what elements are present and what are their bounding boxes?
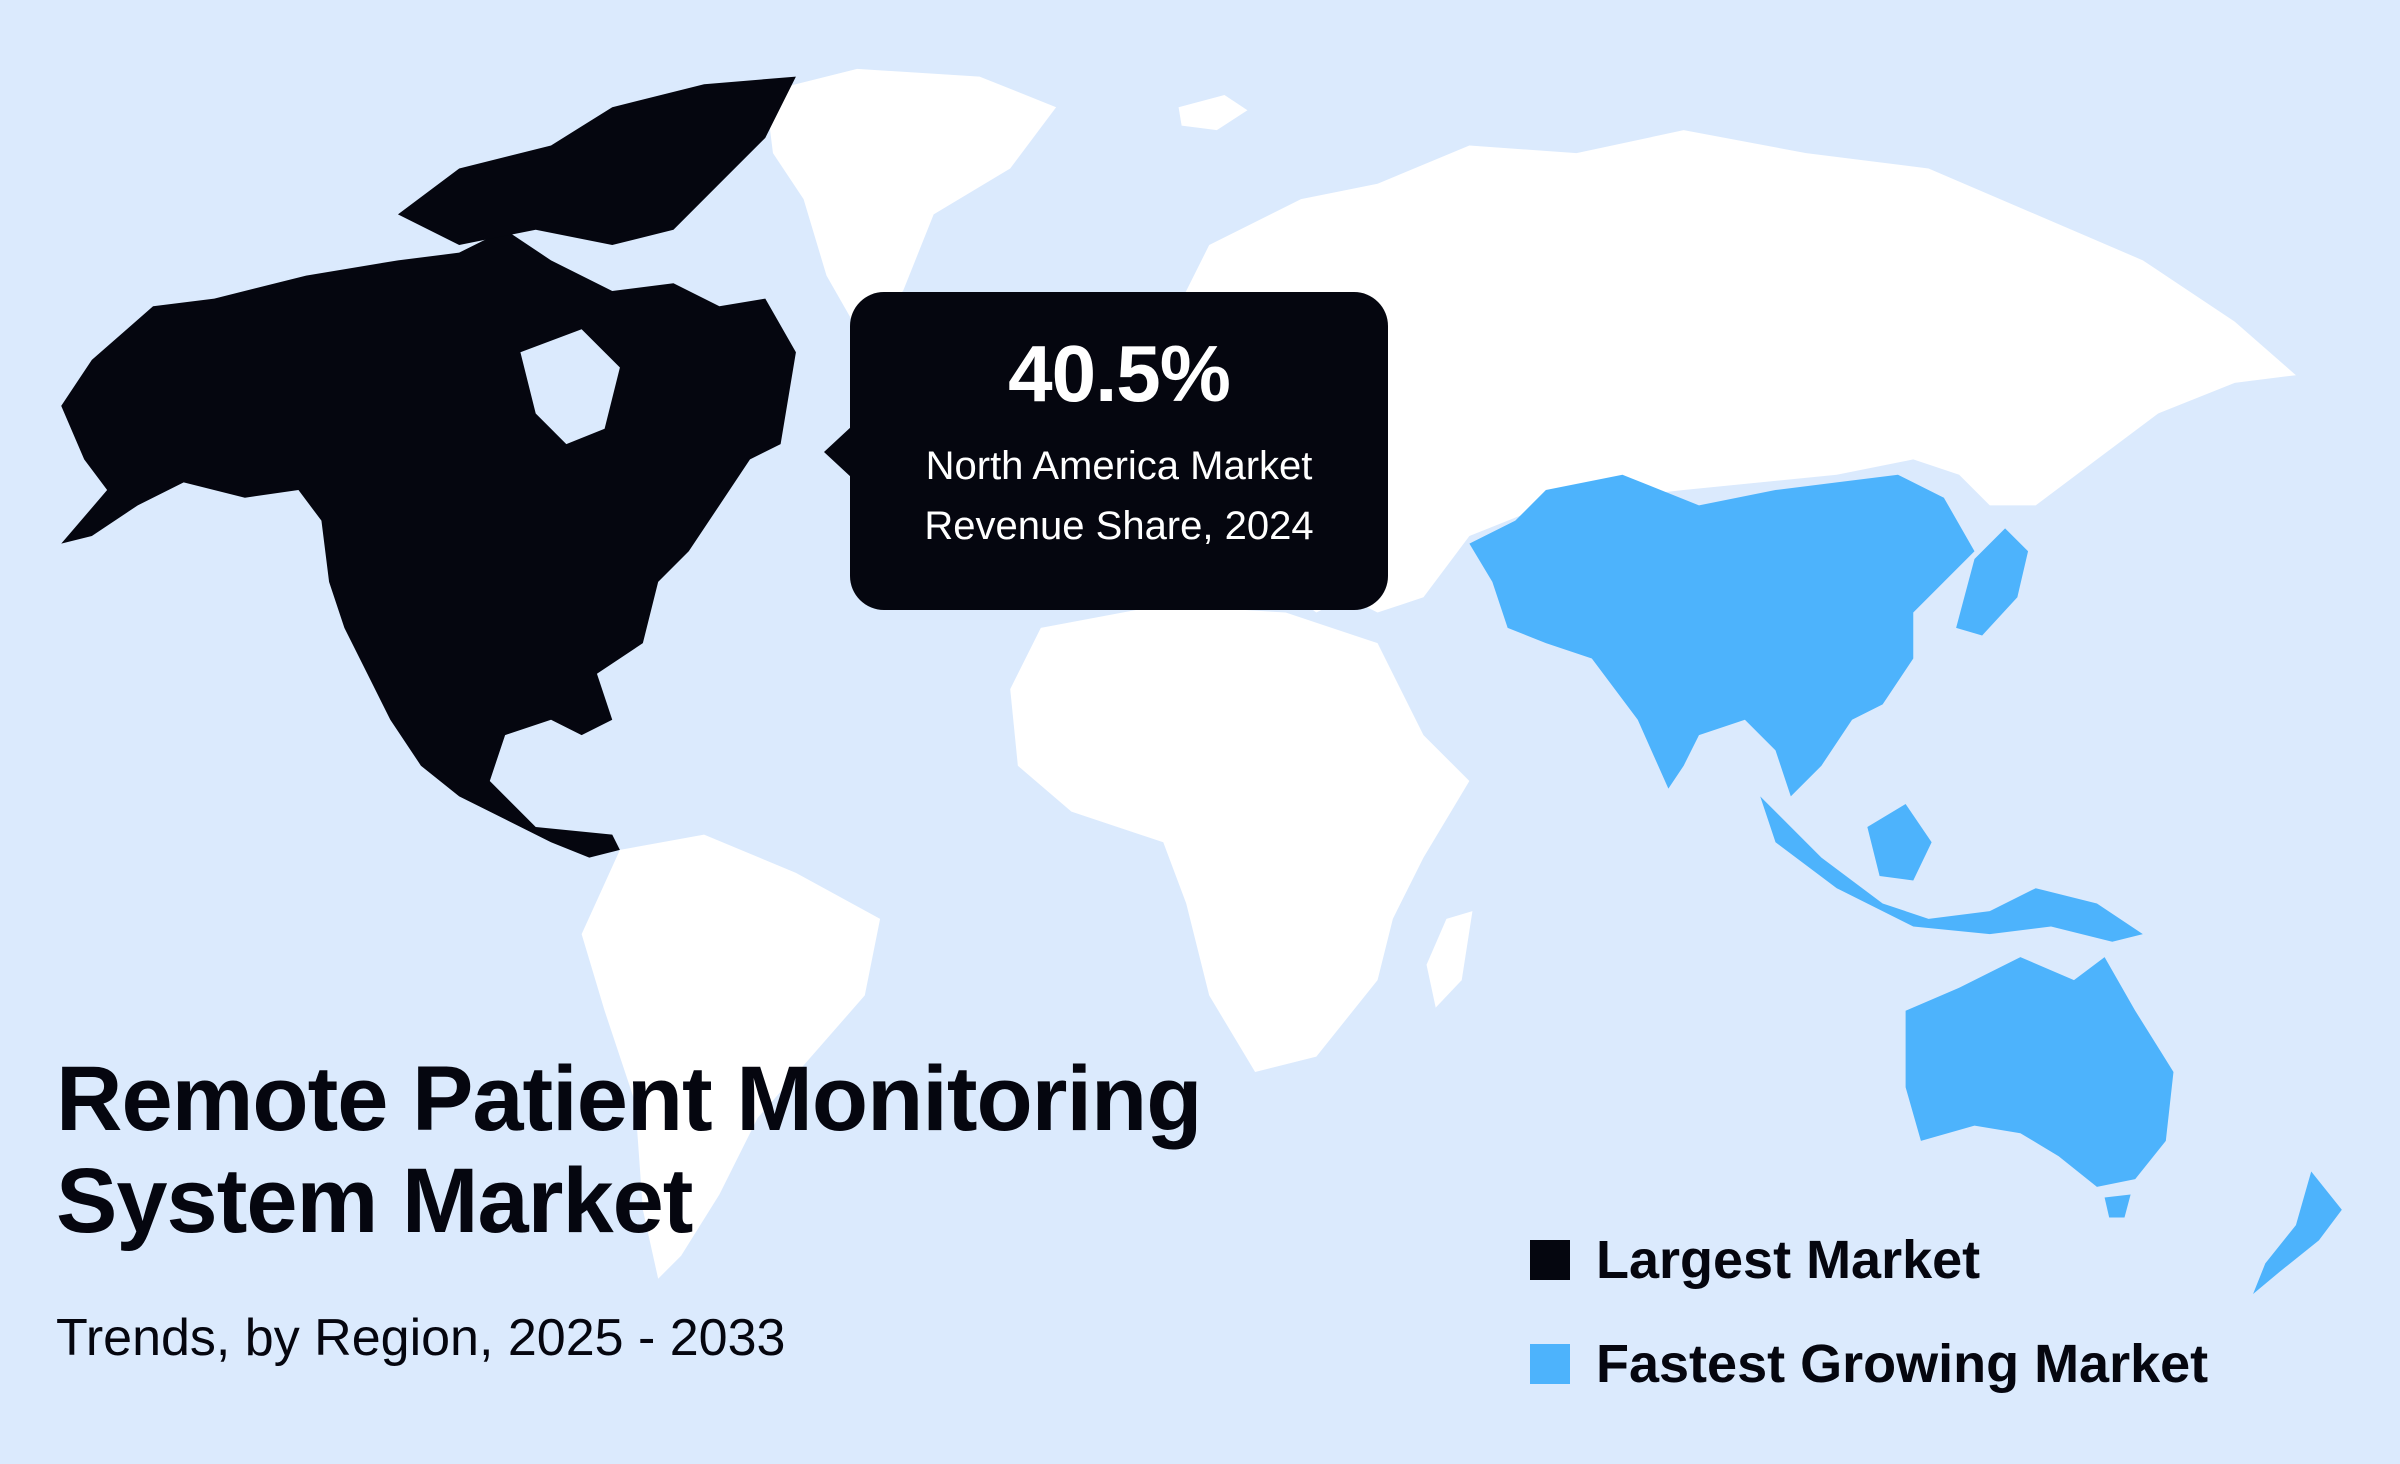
callout-label-line2: Revenue Share, 2024	[924, 504, 1314, 548]
southeast-asia-islands	[1760, 796, 2143, 942]
legend-label: Largest Market	[1596, 1230, 1981, 1290]
japan	[1956, 528, 2029, 636]
iceland	[1178, 94, 1248, 131]
largest-market-swatch-icon	[1530, 1240, 1570, 1280]
new-zealand	[2253, 1171, 2342, 1295]
page-title: Remote Patient Monitoring System Market	[56, 1048, 1202, 1252]
revenue-share-value: 40.5%	[1008, 329, 1231, 418]
south-america	[581, 834, 881, 1279]
australia	[1905, 957, 2174, 1187]
legend-item-largest: Largest Market	[1530, 1208, 2208, 1312]
legend-item-fastest: Fastest Growing Market	[1530, 1312, 2208, 1416]
title-line1: Remote Patient Monitoring	[56, 1048, 1202, 1150]
madagascar	[1426, 911, 1473, 1008]
borneo	[1867, 803, 1932, 881]
fastest-market-swatch-icon	[1530, 1344, 1570, 1384]
greenland	[765, 68, 1057, 330]
africa	[1010, 604, 1470, 1072]
north-america	[61, 229, 796, 858]
callout-label-line1: North America Market	[925, 444, 1313, 488]
title-line2: System Market	[56, 1150, 693, 1252]
legend: Largest Market Fastest Growing Market	[1530, 1208, 2208, 1416]
legend-label: Fastest Growing Market	[1596, 1334, 2209, 1394]
hudson-bay	[520, 329, 620, 445]
tasmania	[2104, 1194, 2131, 1218]
asia-pacific	[1469, 474, 1975, 797]
revenue-share-callout: 40.5% North America Market Revenue Share…	[824, 292, 1388, 610]
subtitle: Trends, by Region, 2025 - 2033	[56, 1309, 786, 1367]
arctic-islands	[397, 76, 796, 246]
